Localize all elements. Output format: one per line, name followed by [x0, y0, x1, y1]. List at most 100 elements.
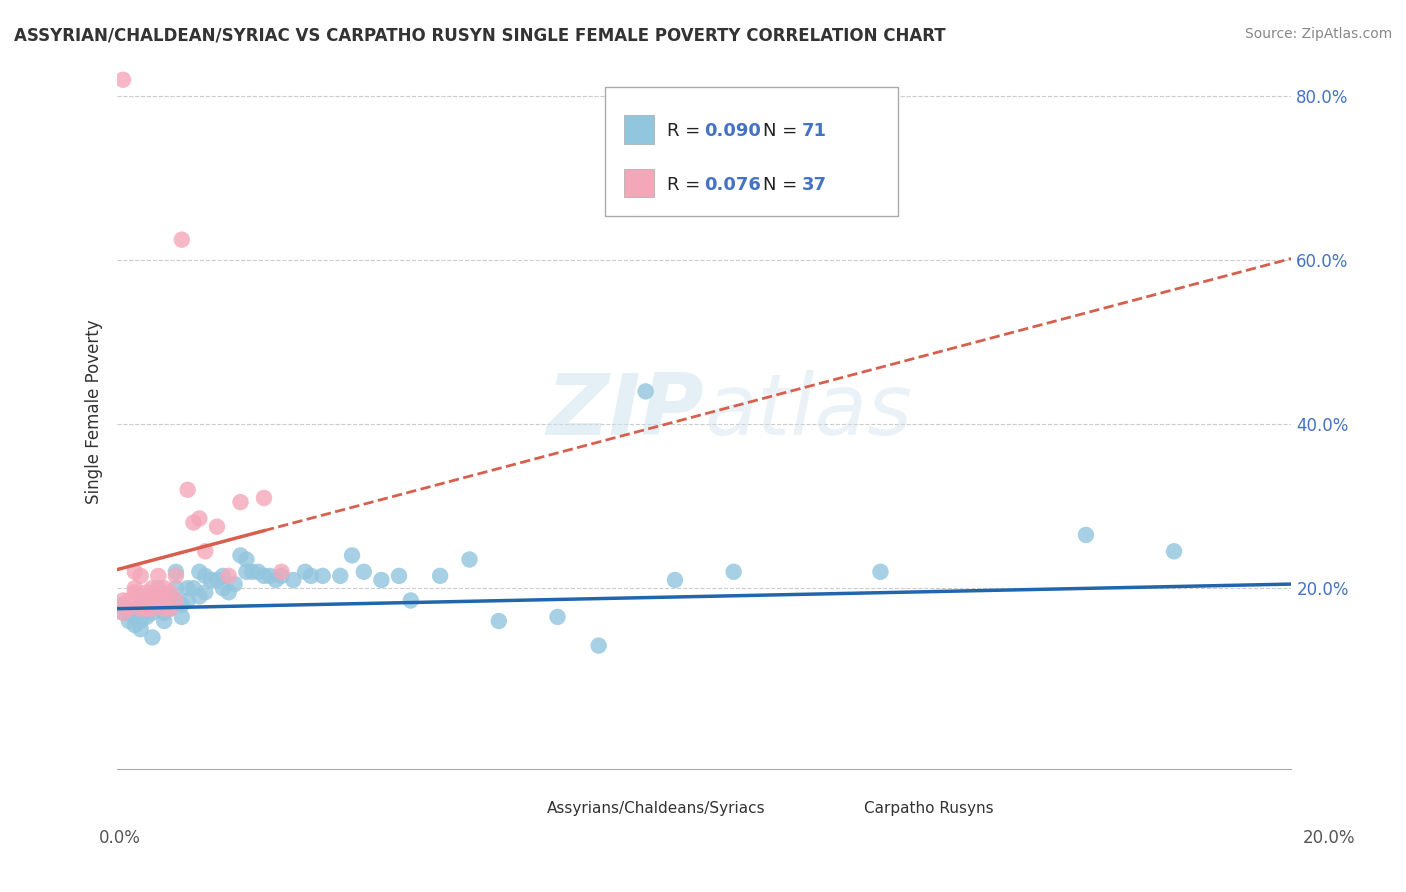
Point: [229, 549, 252, 563]
Point: [176, 593, 198, 607]
Point: [165, 569, 187, 583]
Point: [370, 573, 392, 587]
Point: [141, 631, 163, 645]
Point: [283, 573, 305, 587]
Point: [135, 601, 157, 615]
Point: [112, 606, 135, 620]
Point: [194, 569, 217, 583]
Point: [148, 569, 170, 583]
Point: [212, 581, 235, 595]
Point: [264, 573, 287, 587]
Point: [205, 519, 228, 533]
Point: [148, 590, 170, 604]
Point: [634, 384, 657, 399]
Point: [135, 590, 157, 604]
Point: [547, 610, 569, 624]
Text: 20.0%: 20.0%: [1302, 829, 1355, 847]
Point: [148, 585, 170, 599]
Point: [194, 544, 217, 558]
Point: [129, 598, 152, 612]
Text: N =: N =: [763, 176, 803, 194]
Point: [112, 72, 135, 87]
Point: [194, 585, 217, 599]
Point: [270, 565, 292, 579]
Point: [253, 569, 276, 583]
Point: [148, 581, 170, 595]
Point: [458, 552, 481, 566]
Point: [153, 581, 176, 595]
Point: [129, 601, 152, 615]
Point: [183, 581, 205, 595]
Point: [159, 601, 181, 615]
Point: [1074, 528, 1097, 542]
Point: [135, 610, 157, 624]
Point: [170, 233, 193, 247]
Text: Carpatho Rusyns: Carpatho Rusyns: [865, 801, 994, 816]
Point: [176, 581, 198, 595]
Point: [148, 601, 170, 615]
Point: [312, 569, 335, 583]
Point: [135, 593, 157, 607]
Point: [159, 585, 181, 599]
Point: [124, 585, 146, 599]
Point: [259, 569, 281, 583]
Point: [153, 614, 176, 628]
Point: [588, 639, 610, 653]
Point: [153, 606, 176, 620]
Point: [340, 549, 363, 563]
Point: [118, 593, 141, 607]
FancyBboxPatch shape: [821, 795, 855, 822]
Text: ZIP: ZIP: [547, 370, 704, 453]
Text: Source: ZipAtlas.com: Source: ZipAtlas.com: [1244, 27, 1392, 41]
Point: [135, 601, 157, 615]
Point: [129, 622, 152, 636]
Point: [218, 585, 240, 599]
Point: [153, 601, 176, 615]
Point: [270, 569, 292, 583]
Y-axis label: Single Female Poverty: Single Female Poverty: [86, 319, 103, 504]
Point: [159, 601, 181, 615]
Point: [299, 569, 322, 583]
Text: R =: R =: [666, 122, 706, 140]
Point: [153, 601, 176, 615]
Point: [141, 606, 163, 620]
Point: [235, 565, 257, 579]
Text: atlas: atlas: [704, 370, 912, 453]
Point: [124, 565, 146, 579]
Point: [188, 511, 211, 525]
Point: [723, 565, 745, 579]
Point: [124, 581, 146, 595]
Point: [205, 573, 228, 587]
Text: 0.090: 0.090: [704, 122, 761, 140]
Point: [329, 569, 352, 583]
Point: [353, 565, 375, 579]
Point: [141, 581, 163, 595]
Point: [118, 614, 141, 628]
Point: [118, 601, 141, 615]
Point: [429, 569, 451, 583]
Text: 37: 37: [801, 176, 827, 194]
Point: [200, 573, 222, 587]
Text: R =: R =: [666, 176, 706, 194]
Point: [170, 598, 193, 612]
Text: Assyrians/Chaldeans/Syriacs: Assyrians/Chaldeans/Syriacs: [547, 801, 766, 816]
Point: [112, 593, 135, 607]
Point: [488, 614, 510, 628]
Point: [399, 593, 422, 607]
Point: [240, 565, 263, 579]
Point: [129, 614, 152, 628]
Point: [1163, 544, 1185, 558]
Point: [148, 593, 170, 607]
FancyBboxPatch shape: [505, 795, 537, 822]
Point: [229, 495, 252, 509]
Point: [135, 585, 157, 599]
Point: [141, 593, 163, 607]
Point: [218, 569, 240, 583]
Point: [235, 552, 257, 566]
Text: 71: 71: [801, 122, 827, 140]
Text: ASSYRIAN/CHALDEAN/SYRIAC VS CARPATHO RUSYN SINGLE FEMALE POVERTY CORRELATION CHA: ASSYRIAN/CHALDEAN/SYRIAC VS CARPATHO RUS…: [14, 27, 946, 45]
Point: [153, 593, 176, 607]
Point: [176, 483, 198, 497]
Point: [159, 590, 181, 604]
Point: [124, 601, 146, 615]
